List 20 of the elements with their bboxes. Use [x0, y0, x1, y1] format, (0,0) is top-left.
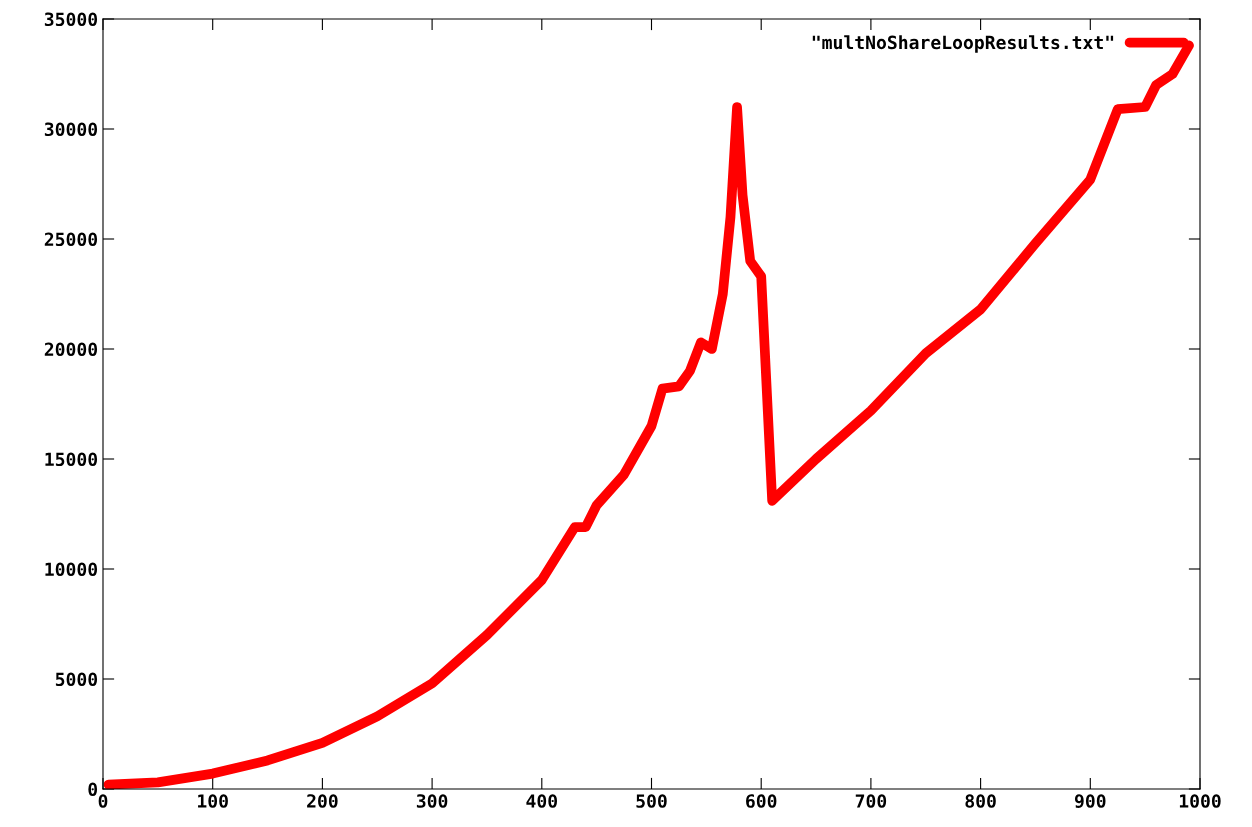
x-tick-label: 200	[307, 794, 338, 808]
x-tick-label: 0	[98, 794, 108, 808]
x-tick-label: 700	[855, 794, 887, 808]
y-tick-label: 30000	[44, 122, 98, 137]
x-tick-label: 900	[1074, 794, 1106, 808]
x-tick-label: 300	[416, 794, 448, 808]
x-tick-label: 100	[198, 794, 228, 808]
y-tick-label: 5000	[55, 672, 98, 687]
legend-label: "multNoShareLoopResults.txt"	[812, 35, 1114, 53]
y-tick-label: 20000	[44, 342, 98, 357]
y-tick-label: 10000	[45, 562, 98, 577]
x-tick-label: 400	[526, 794, 558, 808]
y-tick-label: 15000	[45, 452, 98, 467]
y-tick-label: 0	[88, 782, 98, 797]
y-tick-label: 25000	[44, 232, 98, 247]
x-tick-label: 1000	[1179, 794, 1221, 808]
x-tick-label: 500	[636, 794, 667, 808]
y-tick-label: 35000	[44, 12, 98, 27]
x-tick-label: 800	[965, 794, 996, 808]
x-tick-label: 600	[746, 794, 777, 808]
